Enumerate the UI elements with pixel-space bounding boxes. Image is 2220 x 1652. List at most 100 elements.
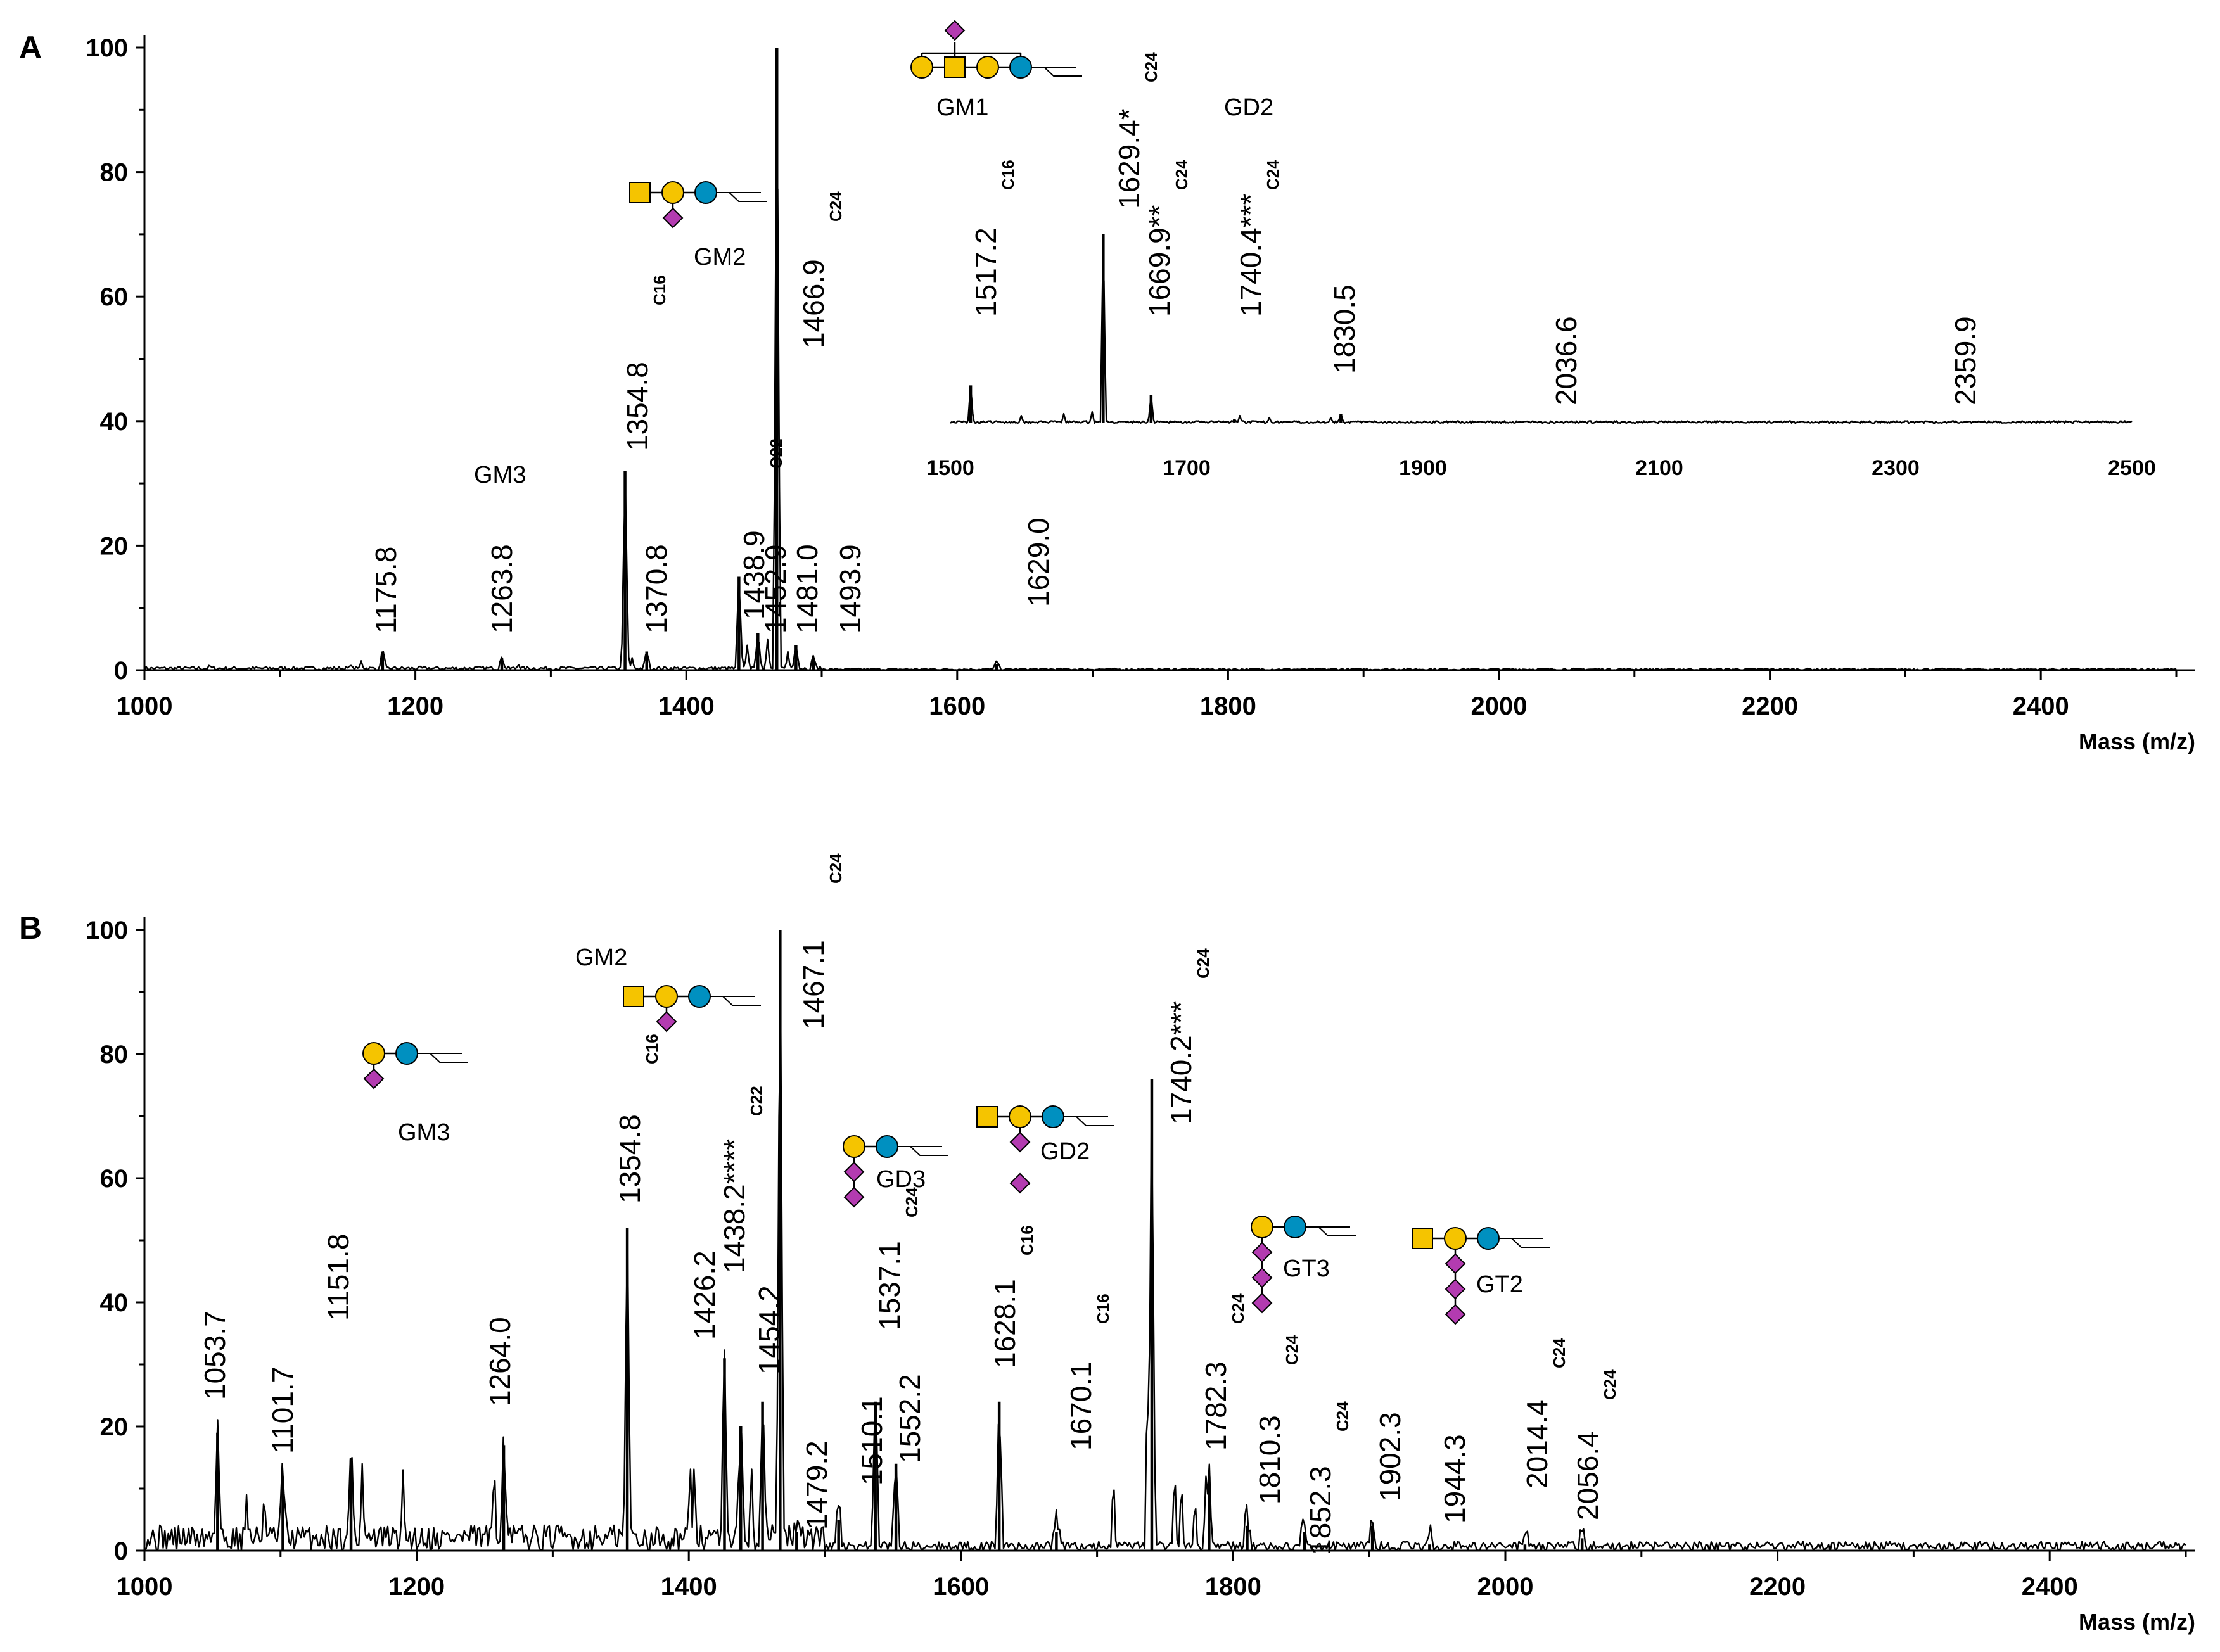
y-tick-label: 100 [86, 34, 128, 62]
chain-length-label: C24 [1228, 1293, 1247, 1324]
chain-length-label: C24 [1333, 1401, 1352, 1432]
x-tick-label: 1800 [1200, 692, 1256, 720]
inset-peak-label: 1830.5 [1328, 284, 1361, 374]
chain-length-label: C24 [826, 191, 845, 222]
peak-label: 1438.2**** [718, 1139, 751, 1273]
chain-length-label: C24 [1550, 1338, 1569, 1368]
peak-label: 1466.9 [797, 259, 830, 348]
inset-x-tick-label: 2100 [1635, 456, 1683, 480]
inset-peak-label: 2359.9 [1949, 316, 1982, 405]
chain-length-label: C22 [747, 1086, 766, 1116]
inset-x-tick-label: 1700 [1163, 456, 1211, 480]
glycan-label: GT3 [1283, 1255, 1330, 1282]
x-tick-label: 2000 [1477, 1573, 1534, 1601]
inset-spectrum-trace [950, 265, 2133, 424]
glycan-gt3-icon [1251, 1216, 1356, 1314]
chain-length-label: C16 [1094, 1293, 1113, 1324]
y-tick-label: 20 [100, 1413, 129, 1441]
spectrum-trace [144, 1019, 2186, 1552]
inset-peak-label: 1669.9** [1143, 205, 1176, 317]
peak-label: 1510.1 [855, 1396, 888, 1485]
peak-label: 1263.8 [485, 544, 518, 633]
x-tick-label: 1200 [387, 692, 443, 720]
x-tick-label: 1600 [933, 1573, 989, 1601]
glycan-label: GM3 [474, 462, 526, 488]
chain-length-label: C16 [642, 1034, 661, 1064]
y-tick-label: 0 [114, 657, 128, 685]
x-axis-label: Mass (m/z) [2079, 728, 2195, 754]
x-tick-label: 1800 [1205, 1573, 1261, 1601]
x-tick-label: 1400 [658, 692, 715, 720]
peak-label: 1481.0 [791, 544, 824, 633]
chain-length-label: C16 [1018, 1225, 1037, 1255]
y-tick-label: 0 [114, 1537, 128, 1565]
glycan-gd3-icon [843, 1135, 948, 1208]
sialic-acid-icon [1009, 1172, 1031, 1194]
inset-x-tick-label: 1500 [926, 456, 974, 480]
inset-peak-label: 1629.4* [1113, 108, 1145, 209]
peak-label: 1944.3 [1438, 1434, 1471, 1523]
chain-length-label: C24 [1194, 948, 1213, 979]
glycan-label: GM3 [398, 1119, 450, 1146]
chain-length-label: C24 [1142, 52, 1161, 82]
chain-length-label: C24 [1172, 160, 1191, 190]
peak-label: 1628.1 [988, 1279, 1021, 1368]
y-tick-label: 80 [100, 1041, 129, 1069]
panel-b: B 0 20 40 60 80 100 1000 1200 1400 1600 1800 2000 220… [19, 853, 2195, 1635]
x-tick-label: 2200 [1742, 692, 1798, 720]
glycan-label: GM2 [694, 244, 746, 270]
glycan-gm2-icon [629, 181, 767, 229]
y-tick-label: 20 [100, 532, 129, 560]
peak-label: 1467.1 [797, 940, 830, 1029]
glycan-gt2-icon [1412, 1227, 1550, 1325]
peak-label: 1629.0 [1022, 518, 1055, 607]
x-tick-label: 1000 [117, 692, 173, 720]
peak-label: 1670.1 [1064, 1361, 1097, 1451]
peak-label: 1370.8 [640, 544, 673, 633]
peak-label: 1810.3 [1253, 1415, 1286, 1504]
inset-peak-label: 1740.4*** [1234, 194, 1267, 317]
glycan-label: GM2 [575, 944, 627, 971]
x-tick-label: 1600 [929, 692, 985, 720]
spectrum-trace [143, 188, 2177, 671]
peak-label: 1101.7 [266, 1367, 299, 1454]
inset-x-tick-label: 2300 [1872, 456, 1920, 480]
inset-peak-label: 1517.2 [969, 227, 1002, 317]
peak-label: 1264.0 [483, 1317, 516, 1406]
peak-label: 1902.3 [1374, 1412, 1407, 1501]
axes: 0 20 40 60 80 100 1000 1200 1400 1600 1800 2000 2200… [86, 34, 2195, 754]
chain-length-label: C24 [1282, 1335, 1301, 1365]
panel-letter: B [19, 910, 42, 946]
peak-label: 1479.2 [800, 1440, 833, 1530]
chain-length-label: C16 [998, 160, 1018, 190]
y-tick-label: 80 [100, 159, 129, 187]
panel-a: A 0 20 40 60 80 100 1000 1200 1400 1600 1800 2000 220… [19, 20, 2195, 754]
y-tick-label: 60 [100, 1165, 129, 1193]
glycan-gm2-icon [623, 985, 761, 1032]
peak-label: 1354.8 [621, 362, 654, 451]
inset-x-tick-label: 1900 [1399, 456, 1447, 480]
peak-label: 1151.8 [322, 1234, 355, 1321]
peak-label: 1354.8 [613, 1114, 646, 1204]
chain-length-label: C16 [650, 275, 669, 305]
y-tick-label: 60 [100, 283, 129, 311]
peak-label: 1740.2*** [1164, 1001, 1197, 1124]
glycan-label: GD2 [1040, 1138, 1090, 1165]
peak-label: 1782.3 [1199, 1361, 1232, 1451]
glycan-label: GD3 [876, 1166, 926, 1193]
peak-label: 1552.2 [893, 1374, 926, 1463]
inset-spectrum: 1500 1700 1900 2100 2300 2500 1517.2 C16 1629.4*… [926, 52, 2156, 480]
glycan-gm1-icon [910, 20, 1082, 79]
y-tick-label: 40 [100, 408, 129, 436]
x-axis-label: Mass (m/z) [2079, 1609, 2195, 1635]
glycan-label: GM1 [936, 94, 988, 121]
peak-label: 1493.9 [834, 544, 867, 633]
panel-letter: A [19, 30, 42, 65]
inset-peak-label: 2036.6 [1550, 316, 1583, 405]
chain-length-label: C24 [826, 853, 845, 884]
peak-label: 1175.8 [369, 547, 402, 633]
x-tick-label: 2200 [1749, 1573, 1806, 1601]
y-tick-label: 40 [100, 1289, 129, 1317]
inset-x-tick-label: 2500 [2108, 456, 2156, 480]
